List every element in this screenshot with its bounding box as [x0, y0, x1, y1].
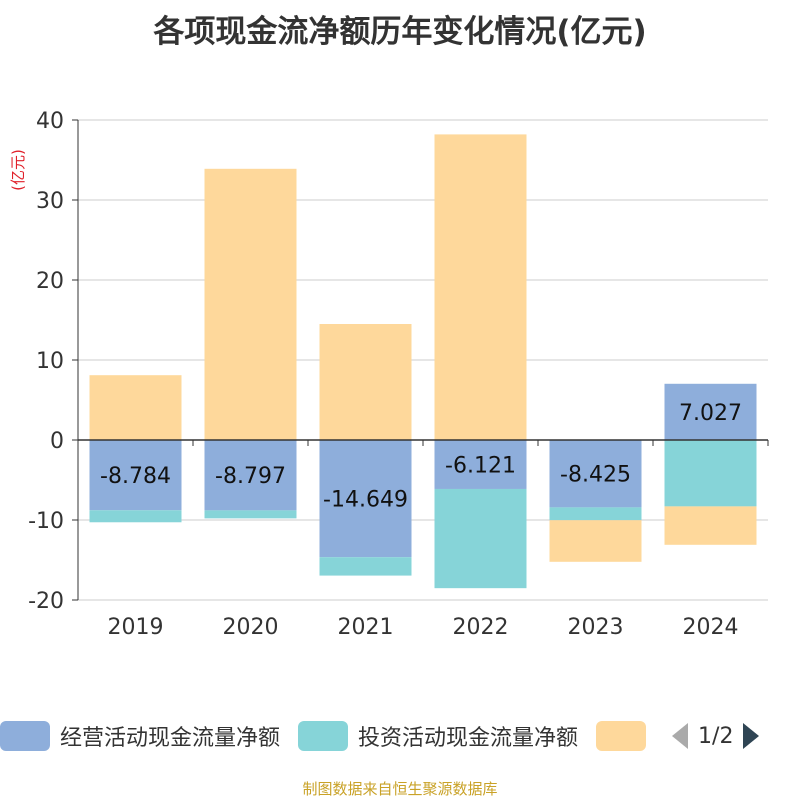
data-label: -14.649 [323, 488, 408, 513]
legend-pager: 1/2 [672, 723, 760, 749]
chart-title: 各项现金流净额历年变化情况(亿元) [153, 14, 647, 50]
data-label: -8.784 [100, 464, 171, 489]
legend-item-financing[interactable] [596, 721, 656, 751]
bar-series-2 [434, 134, 527, 440]
bar-series-0 [549, 440, 642, 508]
data-label: -8.425 [560, 463, 631, 488]
bar-series-2 [664, 506, 757, 545]
data-label: -8.797 [215, 464, 286, 489]
y-tick-label: 20 [36, 269, 64, 294]
bar-series-1 [89, 510, 182, 523]
legend-prev-arrow-icon[interactable] [672, 723, 689, 749]
bar-series-1 [204, 510, 297, 519]
x-tick-label: 2022 [453, 615, 509, 640]
y-tick-label: 0 [50, 429, 64, 454]
x-tick-label: 2021 [338, 615, 394, 640]
data-label: -6.121 [445, 453, 516, 478]
y-tick-label: -20 [28, 589, 64, 614]
x-tick-label: 2024 [683, 615, 739, 640]
legend-page-indicator: 1/2 [698, 723, 734, 749]
bar-series-2 [89, 375, 182, 440]
bar-series-2 [204, 168, 297, 441]
bar-series-0 [434, 440, 527, 489]
chart-plot: 40 30 20 10 0 -10 -20 -8.784 2019 -8.797 2020 -14.6… [28, 109, 769, 640]
legend-item-operating[interactable]: 经营活动现金流量净额 [0, 720, 280, 752]
legend-item-investing[interactable]: 投资活动现金流量净额 [298, 720, 578, 752]
legend-swatch-financing [596, 721, 647, 751]
bar-series-0 [204, 440, 297, 511]
bar-series-2 [319, 324, 412, 440]
y-tick-label: 10 [36, 349, 64, 374]
x-tick-label: 2020 [223, 615, 279, 640]
bar-series-0 [319, 440, 412, 558]
bar-series-1 [434, 488, 527, 589]
y-tick-label: 40 [36, 109, 64, 134]
bar-series-1 [549, 507, 642, 521]
bar-series-1 [664, 440, 757, 507]
legend-label-operating: 经营活动现金流量净额 [60, 726, 281, 751]
x-tick-label: 2023 [568, 615, 624, 640]
data-label: 7.027 [679, 401, 742, 426]
bar-series-1 [319, 557, 412, 576]
legend: 经营活动现金流量净额 投资活动现金流量净额 1/2 [0, 716, 800, 756]
legend-next-arrow-icon[interactable] [743, 723, 760, 749]
x-tick-label: 2019 [108, 615, 164, 640]
bar-series-2 [549, 520, 642, 562]
y-tick-label: -10 [28, 509, 64, 534]
legend-swatch-investing [298, 721, 349, 751]
bar-series-0 [89, 440, 182, 511]
bar-series-0 [664, 383, 757, 440]
y-tick-label: 30 [36, 189, 64, 214]
data-source-note: 制图数据来自恒生聚源数据库 [302, 780, 498, 798]
legend-swatch-operating [0, 721, 50, 751]
legend-label-investing: 投资活动现金流量净额 [358, 726, 579, 751]
